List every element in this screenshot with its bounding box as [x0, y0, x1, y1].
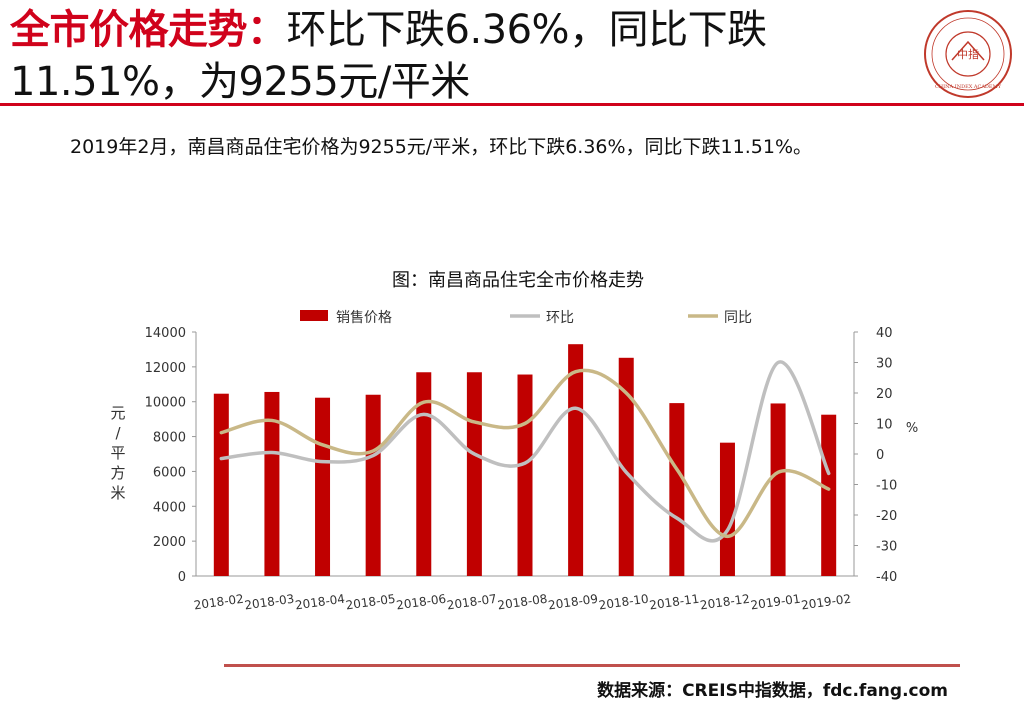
- price-bar: [719, 442, 735, 576]
- price-bar: [821, 414, 837, 576]
- x-tick-label: 2018-12: [699, 592, 751, 613]
- x-tick-label: 2019-01: [750, 592, 802, 613]
- x-tick-label: 2018-08: [497, 592, 549, 613]
- price-bar: [770, 403, 786, 576]
- x-tick-label: 2018-11: [648, 592, 700, 613]
- left-tick-label: 12000: [145, 361, 186, 376]
- mom-line: [219, 360, 831, 543]
- x-tick-label: 2018-10: [598, 592, 650, 613]
- price-bar: [315, 397, 331, 576]
- price-bar: [416, 372, 432, 576]
- x-tick-label: 2018-05: [345, 592, 397, 613]
- left-tick-label: 6000: [153, 465, 186, 480]
- price-bar: [466, 372, 482, 576]
- page-title-rest: 环比下跌6.36%，同比下跌11.51%，为9255元/平米: [10, 7, 767, 105]
- chart-title: 图：南昌商品住宅全市价格走势: [392, 270, 644, 291]
- line-series: [219, 360, 831, 543]
- left-axis-label: 平: [110, 444, 125, 462]
- x-tick-label: 2018-07: [446, 592, 498, 613]
- legend-label: 环比: [546, 310, 574, 326]
- left-tick-label: 0: [178, 570, 186, 585]
- left-axis-label: /: [115, 424, 121, 442]
- legend-label: 销售价格: [336, 310, 392, 326]
- left-axis-label: 元: [110, 404, 125, 422]
- price-bar: [517, 374, 533, 576]
- yoy-line: [219, 368, 831, 539]
- right-tick-label: 20: [876, 387, 893, 402]
- price-bar: [365, 394, 381, 576]
- right-tick-label: 0: [876, 448, 884, 463]
- right-tick-label: -30: [876, 540, 897, 555]
- price-bar: [568, 344, 584, 576]
- right-tick-label: -40: [876, 570, 897, 585]
- price-bar: [264, 391, 280, 576]
- right-tick-label: -20: [876, 509, 897, 524]
- seal-ring-text: CHINA INDEX ACADEMY: [935, 84, 1002, 90]
- left-tick-label: 14000: [145, 326, 186, 341]
- data-source: 数据来源：CREIS中指数据，fdc.fang.com: [597, 681, 948, 701]
- x-tick-label: 2018-06: [395, 592, 447, 613]
- right-tick-label: 30: [876, 357, 893, 372]
- page-title-highlight: 全市价格走势：: [10, 7, 287, 53]
- chart-legend: 销售价格 环比 同比: [300, 310, 752, 326]
- x-tick-label: 2018-02: [193, 592, 245, 613]
- price-bar: [669, 403, 685, 576]
- right-tick-label: -10: [876, 479, 897, 494]
- footer-divider: [224, 664, 960, 667]
- right-tick-label: 10: [876, 418, 893, 433]
- x-tick-label: 2018-09: [547, 592, 599, 613]
- left-tick-label: 10000: [145, 396, 186, 411]
- left-axis-label: 米: [110, 484, 125, 502]
- left-tick-label: 8000: [153, 431, 186, 446]
- x-tick-label: 2019-02: [800, 592, 852, 613]
- legend-label: 同比: [724, 310, 752, 326]
- header-divider: [0, 103, 1024, 106]
- price-bar: [213, 393, 229, 576]
- legend-swatch-bar: [300, 310, 328, 321]
- left-tick-label: 4000: [153, 500, 186, 515]
- x-tick-label: 2018-03: [244, 592, 296, 613]
- price-bar: [618, 357, 634, 576]
- x-tick-label: 2018-04: [294, 592, 346, 613]
- page-title: 全市价格走势：环比下跌6.36%，同比下跌11.51%，为9255元/平米: [10, 4, 870, 108]
- seal-center-text: 中指: [957, 47, 979, 61]
- summary-text: 2019年2月，南昌商品住宅价格为9255元/平米，环比下跌6.36%，同比下跌…: [70, 136, 813, 158]
- left-tick-label: 2000: [153, 535, 186, 550]
- left-axis-label: 方: [110, 464, 125, 482]
- price-trend-chart: 图：南昌商品住宅全市价格走势 销售价格 环比 同比 0 2000 4000 6000 800…: [110, 270, 918, 612]
- right-axis-label: %: [906, 421, 918, 436]
- china-index-academy-seal-icon: 中指 CHINA INDEX ACADEMY: [924, 10, 1012, 98]
- right-tick-label: 40: [876, 326, 893, 341]
- chart-axes: 0 2000 4000 6000 8000 10000 12000 14000 -40 -30 -2…: [110, 326, 918, 612]
